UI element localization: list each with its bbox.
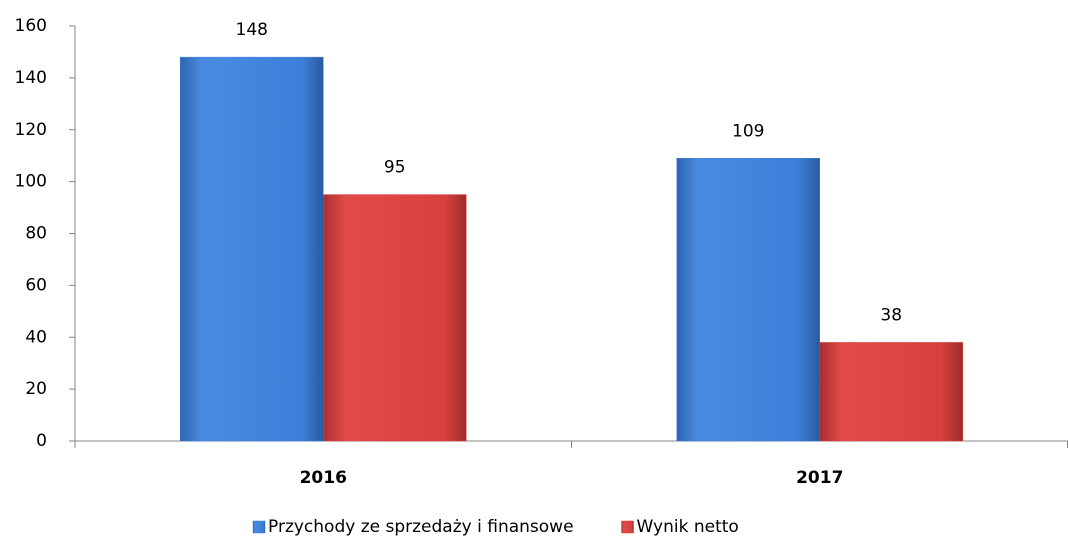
y-tick-label: 140: [15, 68, 47, 88]
y-tick-label: 100: [15, 172, 47, 192]
bar: [180, 56, 324, 442]
data-label: 148: [236, 20, 268, 40]
legend-label: Wynik netto: [637, 517, 739, 537]
data-label: 109: [732, 121, 764, 141]
y-tick-label: 0: [36, 431, 47, 451]
data-label: 38: [880, 305, 902, 325]
y-tick-label: 80: [25, 224, 47, 244]
bar: [676, 158, 820, 442]
x-tick-label: 2016: [300, 468, 347, 488]
legend-label: Przychody ze sprzedaży i finansowe: [268, 517, 574, 537]
legend-swatch: [252, 520, 266, 534]
y-tick-label: 20: [25, 379, 47, 399]
y-tick-label: 40: [25, 327, 47, 347]
bar: [323, 194, 467, 442]
y-tick-label: 160: [15, 16, 47, 36]
data-label: 95: [384, 158, 406, 178]
bar: [819, 342, 963, 442]
legend-swatch: [621, 520, 634, 534]
y-tick-label: 120: [15, 120, 47, 140]
y-tick-label: 60: [25, 275, 47, 295]
x-tick-label: 2017: [796, 468, 843, 488]
